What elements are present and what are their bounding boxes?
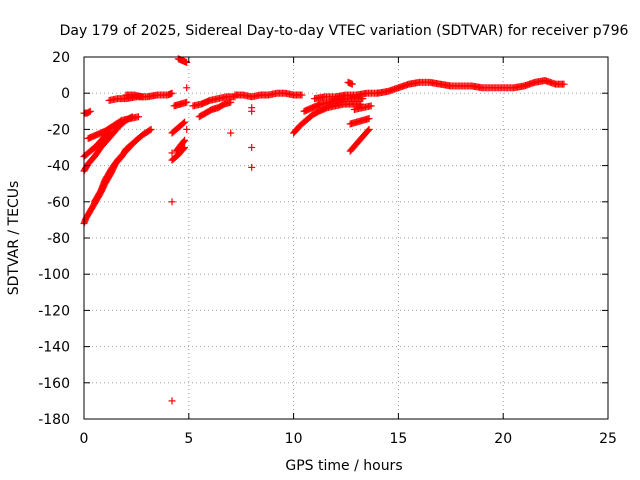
grid-lines [84,57,608,419]
data-track [195,98,235,121]
data-point [365,125,373,133]
data-track [90,125,155,206]
data-point [180,119,188,127]
data-point [181,118,189,126]
data-track [170,98,191,110]
data-track [84,113,142,142]
y-axis-label: SDTVAR / TECUs [6,181,22,296]
x-tick-label: 25 [599,431,617,447]
data-point [183,125,191,133]
axis-ticks [83,56,609,420]
data-point [134,113,142,121]
data-track [373,77,568,97]
data-track [189,93,239,110]
y-tick-label: -20 [47,122,70,138]
data-track [174,55,191,66]
data-point [560,80,568,88]
data-points [80,55,568,405]
data-point [168,89,176,97]
data-point [146,126,154,134]
data-point [86,107,94,115]
data-point [183,98,191,106]
tick-labels: 0 5 10 15 20 25 20 0 -20 -40 -60 -80 -100 -120 -140 -16… [38,50,617,447]
data-track [122,91,147,101]
data-track [350,102,375,113]
y-tick-label: -160 [38,376,70,392]
y-tick-label: -120 [38,303,70,319]
data-track [290,100,365,137]
data-point [364,126,372,134]
data-point [248,104,256,112]
y-tick-label: 0 [61,86,70,102]
data-point [248,144,256,151]
y-tick-label: -180 [38,412,70,428]
y-tick-label: -40 [47,159,70,175]
x-tick-label: 15 [389,431,407,447]
data-point [168,198,176,206]
data-track [172,136,189,155]
data-track [346,115,373,128]
data-point [181,136,189,144]
data-point [248,163,256,171]
data-point [180,137,188,145]
x-tick-label: 0 [80,431,89,447]
data-track [344,78,356,88]
data-point [85,108,93,116]
data-point [357,100,365,108]
x-tick-label: 20 [494,431,512,447]
data-point [348,80,356,88]
data-point [139,93,147,101]
y-tick-label: -100 [38,267,70,283]
y-tick-label: -60 [47,195,70,211]
data-point [367,102,375,110]
data-point [365,115,373,123]
chart-title: Day 179 of 2025, Sidereal Day-to-day VTE… [60,23,629,39]
y-tick-label: 20 [52,50,70,66]
data-track [80,107,94,117]
plot-frame [83,56,609,420]
data-point [183,84,191,92]
data-track [168,118,189,137]
data-track [231,89,306,101]
y-tick-label: -140 [38,340,70,356]
data-point [168,397,176,405]
x-tick-label: 10 [285,431,303,447]
data-point [298,91,306,99]
data-point [147,125,155,133]
data-point [168,149,176,157]
y-tick-label: -80 [47,231,70,247]
data-track [311,89,381,103]
x-tick-label: 5 [184,431,193,447]
data-track [346,125,373,155]
data-point [227,129,235,137]
x-axis-label: GPS time / hours [285,458,402,474]
